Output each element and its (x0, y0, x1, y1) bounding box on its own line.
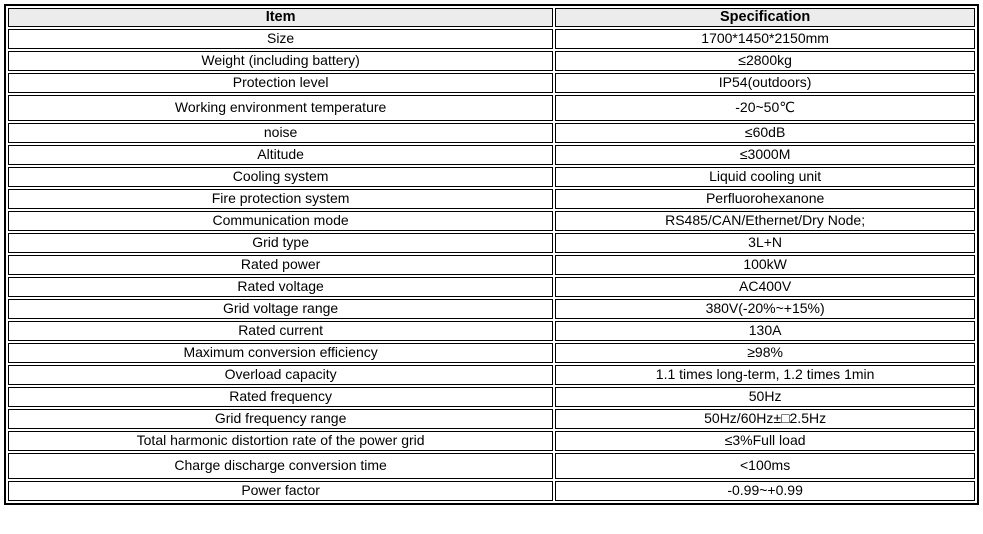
table-row: Grid voltage range 380V(-20%~+15%) (8, 299, 975, 319)
table-row: Charge discharge conversion time <100ms (8, 453, 975, 479)
header-row: Item Specification (8, 8, 975, 27)
item-cell: Rated frequency (8, 387, 554, 407)
spec-cell: -20~50℃ (555, 95, 975, 121)
item-cell: Cooling system (8, 167, 554, 187)
item-cell: Charge discharge conversion time (8, 453, 554, 479)
table-row: noise ≤60dB (8, 123, 975, 143)
spec-cell: 1.1 times long-term, 1.2 times 1min (555, 365, 975, 385)
spec-cell: IP54(outdoors) (555, 73, 975, 93)
table-row: Rated voltage AC400V (8, 277, 975, 297)
spec-cell: 100kW (555, 255, 975, 275)
specification-table: Item Specification Size 1700*1450*2150mm… (4, 4, 979, 505)
spec-cell: RS485/CAN/Ethernet/Dry Node; (555, 211, 975, 231)
table-row: Communication mode RS485/CAN/Ethernet/Dr… (8, 211, 975, 231)
table-row: Rated power 100kW (8, 255, 975, 275)
item-cell: Rated current (8, 321, 554, 341)
table-row: Weight (including battery) ≤2800kg (8, 51, 975, 71)
item-cell: Maximum conversion efficiency (8, 343, 554, 363)
spec-cell: Liquid cooling unit (555, 167, 975, 187)
item-cell: Overload capacity (8, 365, 554, 385)
spec-cell: 50Hz (555, 387, 975, 407)
table-row: Working environment temperature -20~50℃ (8, 95, 975, 121)
spec-cell: <100ms (555, 453, 975, 479)
table-row: Altitude ≤3000M (8, 145, 975, 165)
item-cell: Fire protection system (8, 189, 554, 209)
item-cell: Total harmonic distortion rate of the po… (8, 431, 554, 451)
item-cell: Grid voltage range (8, 299, 554, 319)
item-cell: Grid frequency range (8, 409, 554, 429)
header-item: Item (8, 8, 554, 27)
item-cell: Rated voltage (8, 277, 554, 297)
table-row: Overload capacity 1.1 times long-term, 1… (8, 365, 975, 385)
item-cell: Altitude (8, 145, 554, 165)
table-row: Total harmonic distortion rate of the po… (8, 431, 975, 451)
item-cell: Size (8, 29, 554, 49)
spec-cell: ≤3000M (555, 145, 975, 165)
spec-cell: ≥98% (555, 343, 975, 363)
item-cell: Power factor (8, 481, 554, 501)
table-row: Power factor -0.99~+0.99 (8, 481, 975, 501)
table-row: Fire protection system Perfluorohexanone (8, 189, 975, 209)
table-row: Cooling system Liquid cooling unit (8, 167, 975, 187)
item-cell: Weight (including battery) (8, 51, 554, 71)
table-row: Protection level IP54(outdoors) (8, 73, 975, 93)
item-cell: Communication mode (8, 211, 554, 231)
item-cell: Protection level (8, 73, 554, 93)
spec-cell: 50Hz/60Hz±□2.5Hz (555, 409, 975, 429)
item-cell: noise (8, 123, 554, 143)
table-row: Rated current 130A (8, 321, 975, 341)
table-row: Maximum conversion efficiency ≥98% (8, 343, 975, 363)
spec-cell: -0.99~+0.99 (555, 481, 975, 501)
spec-cell: ≤60dB (555, 123, 975, 143)
spec-cell: ≤2800kg (555, 51, 975, 71)
spec-cell: 130A (555, 321, 975, 341)
spec-cell: 3L+N (555, 233, 975, 253)
header-specification: Specification (555, 8, 975, 27)
spec-cell: ≤3%Full load (555, 431, 975, 451)
table-row: Size 1700*1450*2150mm (8, 29, 975, 49)
item-cell: Working environment temperature (8, 95, 554, 121)
spec-cell: 380V(-20%~+15%) (555, 299, 975, 319)
table-row: Grid type 3L+N (8, 233, 975, 253)
item-cell: Grid type (8, 233, 554, 253)
spec-cell: 1700*1450*2150mm (555, 29, 975, 49)
spec-cell: Perfluorohexanone (555, 189, 975, 209)
item-cell: Rated power (8, 255, 554, 275)
spec-cell: AC400V (555, 277, 975, 297)
table-row: Grid frequency range 50Hz/60Hz±□2.5Hz (8, 409, 975, 429)
table-row: Rated frequency 50Hz (8, 387, 975, 407)
